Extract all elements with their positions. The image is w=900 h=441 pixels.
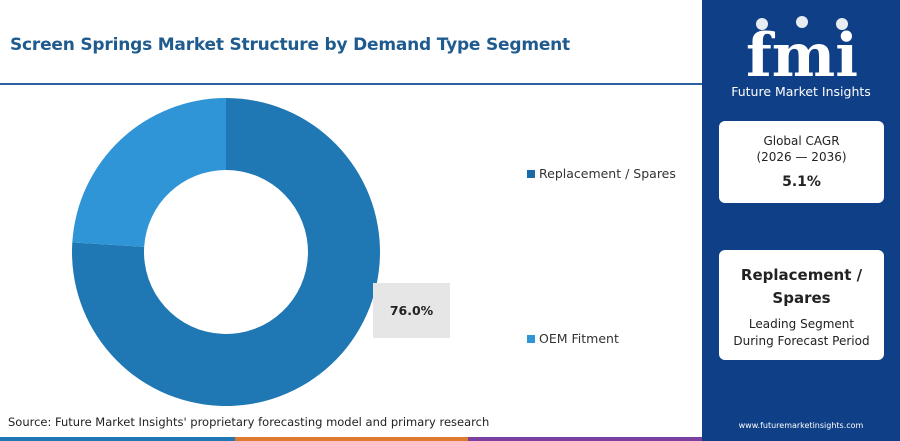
segment-desc-line2: During Forecast Period (733, 334, 870, 348)
legend-item-oem: OEM Fitment (527, 331, 619, 346)
segment-desc-line1: Leading Segment (748, 317, 855, 331)
website-link[interactable]: www.futuremarketinsights.com (738, 421, 864, 430)
chart-panel: Screen Springs Market Structure by Deman… (0, 35, 702, 429)
segment-name-line1: Replacement / (740, 266, 863, 284)
legend-label-oem: OEM Fitment (539, 331, 619, 346)
legend-swatch-replacement (527, 169, 535, 178)
cagr-label: Global CAGR (763, 134, 840, 148)
data-label-callout: 76.0% (373, 283, 450, 338)
legend-item-replacement: Replacement / Spares (527, 166, 676, 181)
data-label-replacement: 76.0% (389, 303, 434, 318)
donut-slice-replacement-spares (72, 98, 381, 406)
segment-name-line2: Spares (772, 289, 831, 307)
title-divider (0, 83, 702, 85)
legend-label-replacement: Replacement / Spares (539, 166, 676, 181)
footer-stripe-orange (235, 437, 468, 441)
leading-segment-card: Replacement / Spares Leading Segment Dur… (719, 250, 884, 360)
legend-swatch-oem (527, 334, 535, 343)
logo-letters: fmi (746, 21, 858, 91)
cagr-value: 5.1% (782, 174, 821, 190)
donut-slice-oem-fitment (72, 97, 226, 247)
source-note: Source: Future Market Insights' propriet… (8, 415, 490, 429)
footer-stripe-blue (0, 437, 235, 441)
brand-name: Future Market Insights (731, 84, 871, 99)
sidebar: fmi Future Market Insights Global CAGR (… (702, 0, 900, 441)
footer-stripe-purple (468, 437, 702, 441)
fmi-logo: fmi (746, 16, 858, 91)
donut-chart (72, 97, 381, 406)
cagr-period: (2026 — 2036) (756, 150, 847, 164)
chart-title: Screen Springs Market Structure by Deman… (10, 35, 570, 55)
cagr-card: Global CAGR (2026 — 2036) 5.1% (719, 121, 884, 203)
